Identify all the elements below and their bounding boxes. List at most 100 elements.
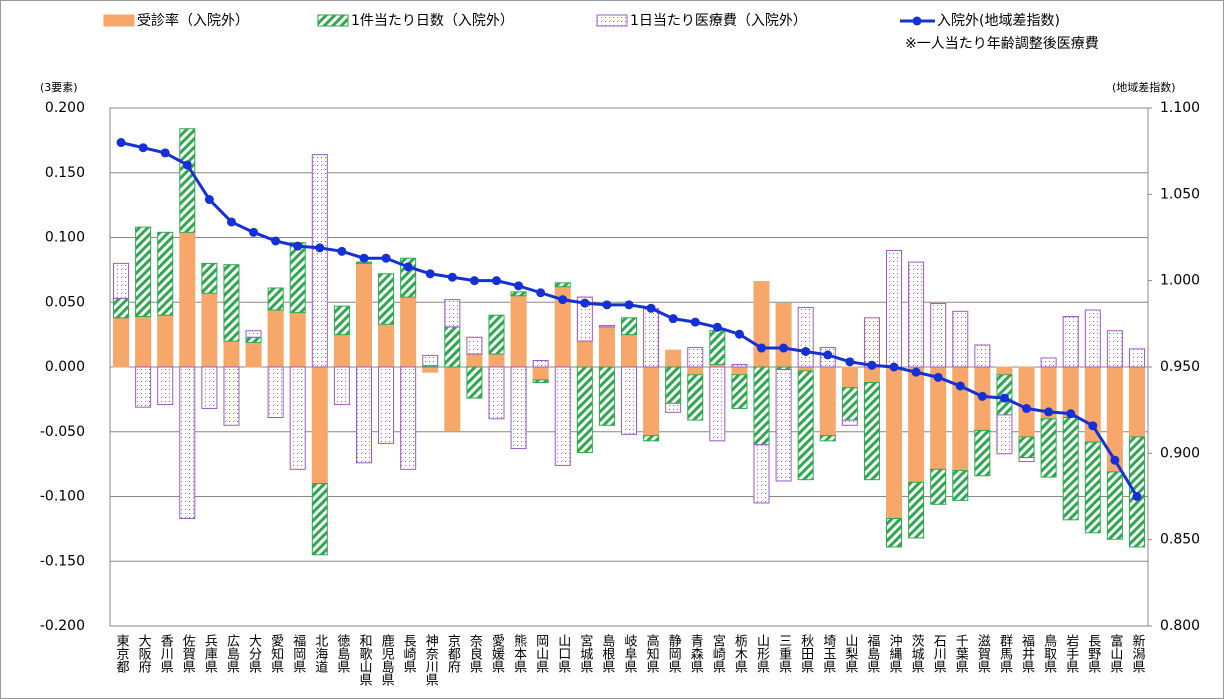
marker [933,372,943,382]
y-tick-label: 0.000 [45,359,85,375]
x-tick-label: 静岡県 [666,634,682,673]
bar [908,366,925,483]
x-tick-label: 長野県 [1085,634,1101,673]
bar [179,128,196,233]
legend-marker [912,16,922,26]
x-tick-label: 熊本県 [511,633,527,673]
x-tick-label: 山梨県 [842,634,858,673]
bar [311,483,328,556]
marker [138,143,148,153]
bar [289,312,306,368]
marker [447,272,457,282]
bar [775,303,792,368]
x-tick-label: 宮城県 [577,633,593,673]
x-tick-label: 茨城県 [909,634,925,673]
x-tick-label: 鳥取県 [1041,634,1057,673]
bar [930,303,947,368]
bar [974,429,991,477]
bar [665,402,682,413]
bar [687,347,704,368]
marker [1132,492,1142,501]
marker [116,138,126,148]
bar [753,281,770,368]
y-axis-label: (3要素) [40,81,78,94]
y-tick-label: -0.050 [40,424,85,440]
bar [355,366,372,464]
bar [223,366,240,426]
bar [378,273,395,325]
bar [135,366,152,408]
marker [1022,403,1032,413]
x-tick-label: 島根県 [599,634,615,673]
x-tick-label: 神奈川県 [423,634,439,686]
y2-tick-label: 1.100 [1160,100,1200,116]
bar [444,366,461,431]
bar [289,242,306,314]
bar [1106,330,1123,368]
marker [734,329,744,339]
bar [930,366,947,470]
x-tick-label: 千葉県 [953,634,969,673]
bar [709,366,726,442]
bar [378,323,395,368]
bar [201,262,218,294]
bar [400,366,417,470]
bar [245,330,262,338]
x-tick-label: 東京都 [114,633,130,673]
x-tick-label: 三重県 [776,634,792,673]
x-tick-label: 福島県 [864,634,880,673]
bar [488,314,505,355]
marker [955,381,965,391]
bar [797,306,814,368]
bar [113,317,130,368]
bar [576,296,593,342]
bar [245,336,262,343]
marker [779,343,789,353]
x-tick-label: 北海道 [312,634,328,673]
marker [536,288,546,298]
x-tick-label: 愛知県 [268,634,284,673]
marker [624,300,634,310]
x-tick-label: 長崎県 [401,634,417,673]
x-tick-label: 和歌山県 [356,634,372,686]
bar [422,354,439,367]
marker [1110,455,1120,465]
bar [1018,366,1035,438]
x-tick-label: 佐賀県 [180,634,196,673]
legend-label: 1件当たり日数（入院外） [351,13,514,29]
legend-label: 受診率（入院外） [137,12,249,29]
bar [819,435,836,442]
bar [576,340,593,368]
marker [425,269,435,279]
x-tick-label: 山形県 [754,634,770,673]
bar [157,314,174,368]
bar [510,366,527,450]
bar [620,366,638,435]
y2-tick-label: 0.850 [1160,532,1200,548]
bar [267,309,284,368]
bar [797,370,814,481]
bar [400,296,417,368]
bar [179,231,196,368]
bar [731,374,748,409]
bar [643,366,660,437]
marker [580,298,590,308]
x-tick-label: 群馬県 [997,634,1013,673]
y2-tick-label: 1.000 [1160,273,1200,289]
bar [598,325,615,328]
x-tick-label: 栃木県 [732,634,748,673]
x-tick-label: 秋田県 [798,634,814,673]
bar [841,366,858,389]
x-tick-label: 鹿児島県 [379,633,395,686]
bar [223,264,240,342]
marker [293,241,303,251]
bar [1062,315,1079,368]
bar [1128,436,1145,548]
marker [999,393,1009,403]
bar [643,435,660,442]
bar [488,353,505,368]
marker [911,367,921,377]
x-tick-label: 大分県 [246,634,262,673]
bar [1018,457,1035,463]
bar [1040,418,1057,478]
